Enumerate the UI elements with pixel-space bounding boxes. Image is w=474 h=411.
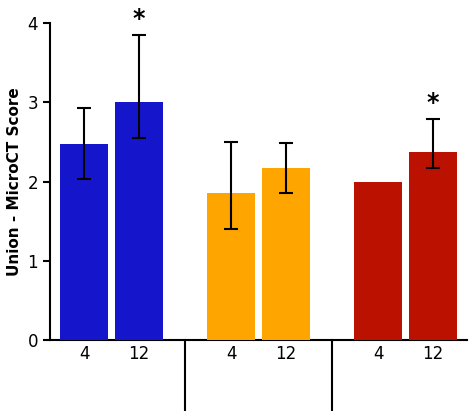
Bar xyxy=(207,194,255,340)
Y-axis label: Union - MicroCT Score: Union - MicroCT Score xyxy=(7,87,22,276)
Bar xyxy=(115,102,163,340)
Text: *: * xyxy=(133,7,145,31)
Text: *: * xyxy=(427,91,439,115)
Bar xyxy=(60,143,108,340)
Bar xyxy=(409,152,457,340)
Bar xyxy=(262,168,310,340)
Bar xyxy=(354,182,402,340)
